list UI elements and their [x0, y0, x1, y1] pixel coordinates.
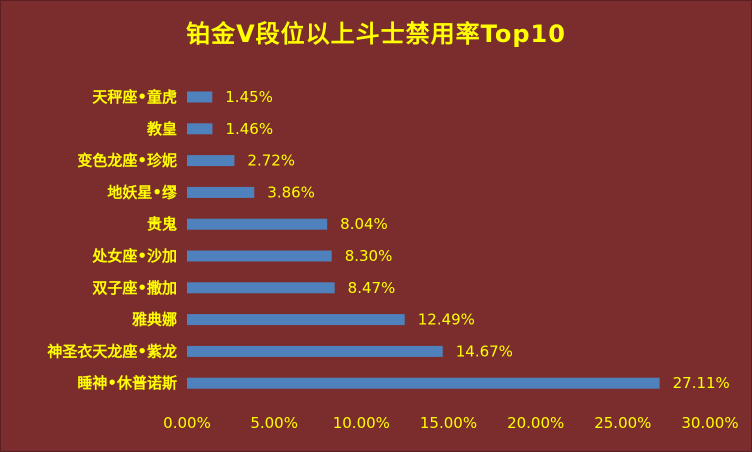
- data-label: 8.30%: [345, 247, 393, 265]
- category-label: 处女座•沙加: [91, 247, 177, 265]
- category-label: 贵鬼: [147, 215, 177, 233]
- data-label: 1.45%: [225, 88, 273, 106]
- x-tick-label: 25.00%: [594, 414, 651, 432]
- bar: [187, 91, 213, 103]
- bar: [187, 218, 328, 230]
- x-tick-label: 0.00%: [163, 414, 211, 432]
- category-label: 睡神•休普诺斯: [77, 374, 177, 392]
- bar: [187, 377, 660, 389]
- bar: [187, 186, 255, 198]
- x-tick-label: 5.00%: [250, 414, 298, 432]
- chart-title: 铂金V段位以上斗士禁用率Top10: [186, 20, 566, 48]
- x-tick-label: 30.00%: [681, 414, 738, 432]
- category-label: 神圣衣天龙座•紫龙: [47, 342, 177, 360]
- data-label: 1.46%: [225, 120, 273, 138]
- category-label: 双子座•撒加: [92, 279, 177, 297]
- category-label: 地妖星•缪: [107, 183, 178, 201]
- category-label: 变色龙座•珍妮: [77, 152, 177, 170]
- bar: [187, 314, 405, 326]
- category-label: 教皇: [146, 120, 177, 138]
- bar: [187, 282, 335, 294]
- data-label: 12.49%: [418, 311, 475, 329]
- x-tick-label: 10.00%: [333, 414, 390, 432]
- bar: [187, 250, 332, 262]
- data-label: 3.86%: [267, 183, 315, 201]
- x-tick-label: 20.00%: [507, 414, 564, 432]
- data-label: 14.67%: [456, 342, 513, 360]
- category-label: 天秤座•童虎: [92, 88, 177, 106]
- data-label: 27.11%: [673, 374, 730, 392]
- category-label: 雅典娜: [131, 311, 177, 329]
- x-tick-label: 15.00%: [420, 414, 477, 432]
- data-label: 2.72%: [247, 152, 295, 170]
- data-label: 8.47%: [348, 279, 396, 297]
- data-label: 8.04%: [340, 215, 388, 233]
- bar: [187, 123, 213, 135]
- bar: [187, 345, 443, 357]
- bar: [187, 155, 235, 167]
